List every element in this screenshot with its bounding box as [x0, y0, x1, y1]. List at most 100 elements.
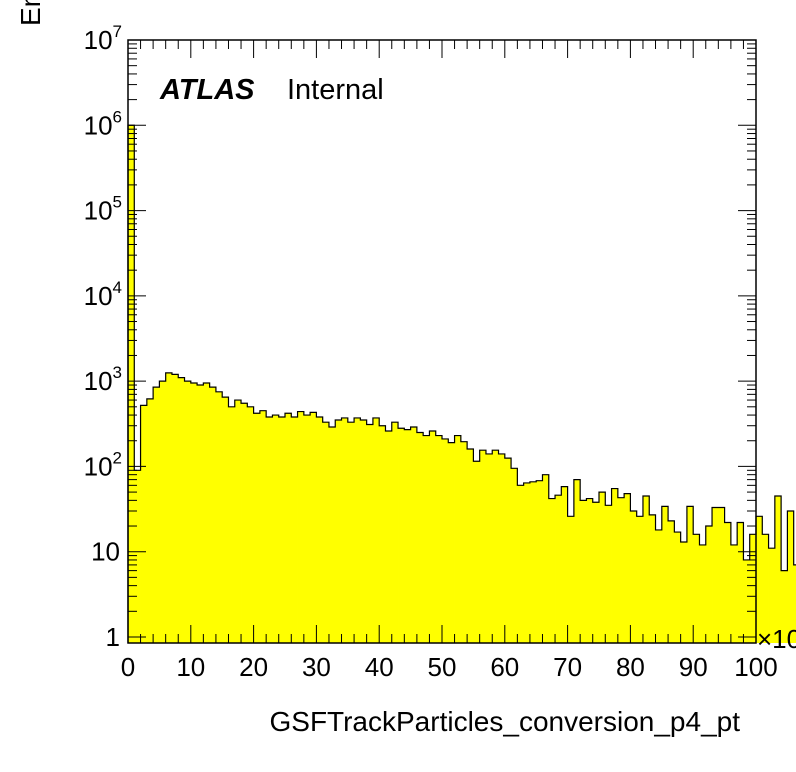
histogram-bin [335, 420, 342, 643]
histogram-bin [228, 406, 236, 643]
histogram-bin [661, 506, 669, 643]
histogram-bin [416, 432, 424, 643]
histogram-bin [655, 529, 663, 643]
x-tick-labels: 0 10 20 30 40 50 60 70 80 90 100 [121, 652, 778, 682]
histogram-bin [391, 422, 399, 643]
histogram-bin [699, 544, 707, 643]
histogram-bin [347, 422, 355, 643]
x-tick-label: 50 [428, 652, 457, 682]
histogram-bin [354, 417, 361, 643]
histogram-bin [749, 534, 757, 643]
histogram-bin [435, 435, 443, 643]
x-tick-label: 60 [490, 652, 519, 682]
histogram-bin [316, 416, 324, 643]
histogram-bin [586, 498, 594, 643]
x-tick-label: 70 [553, 652, 582, 682]
histogram-bin [592, 502, 600, 643]
histogram-bin [454, 435, 462, 643]
histogram-bin [285, 413, 292, 643]
histogram-bin [197, 385, 204, 643]
histogram-bin [134, 470, 141, 643]
histogram-bin [511, 468, 518, 643]
internal-label: Internal [287, 74, 384, 106]
histogram-bin [278, 416, 286, 643]
histogram-bin [774, 495, 782, 643]
x-tick-label: 20 [239, 652, 268, 682]
histogram-bin [529, 481, 537, 643]
histogram-bin [485, 453, 493, 643]
histogram-bin [793, 564, 796, 643]
histogram-bin [561, 486, 568, 643]
y-axis-title: Entries [15, 0, 46, 26]
histogram-bin [517, 485, 525, 643]
x-tick-label: 10 [176, 652, 205, 682]
histogram-bin [492, 450, 499, 643]
histogram-bin [580, 500, 587, 643]
histogram-bin [624, 493, 631, 643]
histogram-bin [674, 532, 682, 643]
histogram-bin [642, 495, 650, 643]
histogram-bin [165, 372, 173, 643]
histogram-bin [297, 411, 305, 643]
histogram-bin [360, 420, 368, 643]
histogram-bin [303, 415, 311, 643]
histogram-bin [630, 511, 638, 643]
histogram-bin [366, 424, 374, 643]
histogram-bars [128, 125, 796, 643]
histogram-bin [222, 397, 229, 643]
histogram-bin [636, 516, 644, 643]
histogram-bin [668, 520, 675, 643]
histogram-bin [479, 450, 487, 643]
histogram-bin [234, 400, 242, 643]
y-tick-label: 103 [84, 363, 122, 396]
histogram-bin [259, 410, 267, 643]
histogram-bin [548, 498, 556, 643]
histogram-bin [768, 548, 776, 643]
histogram-bin [705, 526, 713, 643]
histogram-bin [599, 492, 606, 643]
histogram-bin [573, 479, 581, 643]
histogram-bin [617, 497, 625, 643]
histogram-bin [756, 516, 763, 643]
histogram-bin [423, 435, 430, 643]
histogram-bin [460, 441, 468, 643]
x-tick-label: 90 [679, 652, 708, 682]
y-tick-label: 10 [91, 537, 120, 567]
histogram-bin [190, 383, 198, 643]
histogram-bin [159, 381, 167, 643]
histogram-bin [567, 516, 575, 643]
histogram-bin [266, 416, 273, 643]
y-tick-label: 1 [106, 622, 120, 652]
histogram-bin [781, 570, 788, 643]
atlas-label: ATLAS [159, 74, 255, 106]
histogram-bin [523, 482, 531, 643]
histogram-bin [146, 398, 154, 643]
x-axis-title: GSFTrackParticles_conversion_p4_pt [269, 706, 740, 737]
histogram-bin [184, 381, 192, 643]
histogram-bin [398, 428, 405, 643]
histogram-bin [310, 412, 317, 643]
histogram-bin [171, 374, 179, 643]
histogram-bin [404, 429, 411, 643]
histogram-bin [410, 426, 418, 643]
histogram-bin [241, 403, 248, 643]
x-tick-label: 100 [734, 652, 777, 682]
histogram-bin [429, 431, 437, 643]
histogram-bin [649, 514, 656, 643]
histogram-bin [379, 425, 386, 643]
histogram-bin [762, 534, 769, 643]
histogram-bin [341, 417, 349, 643]
histogram-bin [743, 559, 751, 643]
histogram-bin [253, 413, 261, 643]
y-tick-label: 102 [84, 448, 122, 481]
histogram-bin [724, 522, 732, 643]
histogram-bin [555, 495, 562, 643]
y-tick-label: 106 [84, 107, 122, 140]
histogram-bin [712, 507, 719, 643]
histogram-bin [498, 453, 506, 643]
histogram-bin [473, 461, 481, 643]
histogram-bin [153, 387, 160, 643]
histogram-bin [272, 415, 280, 643]
histogram-outline [127, 124, 796, 643]
